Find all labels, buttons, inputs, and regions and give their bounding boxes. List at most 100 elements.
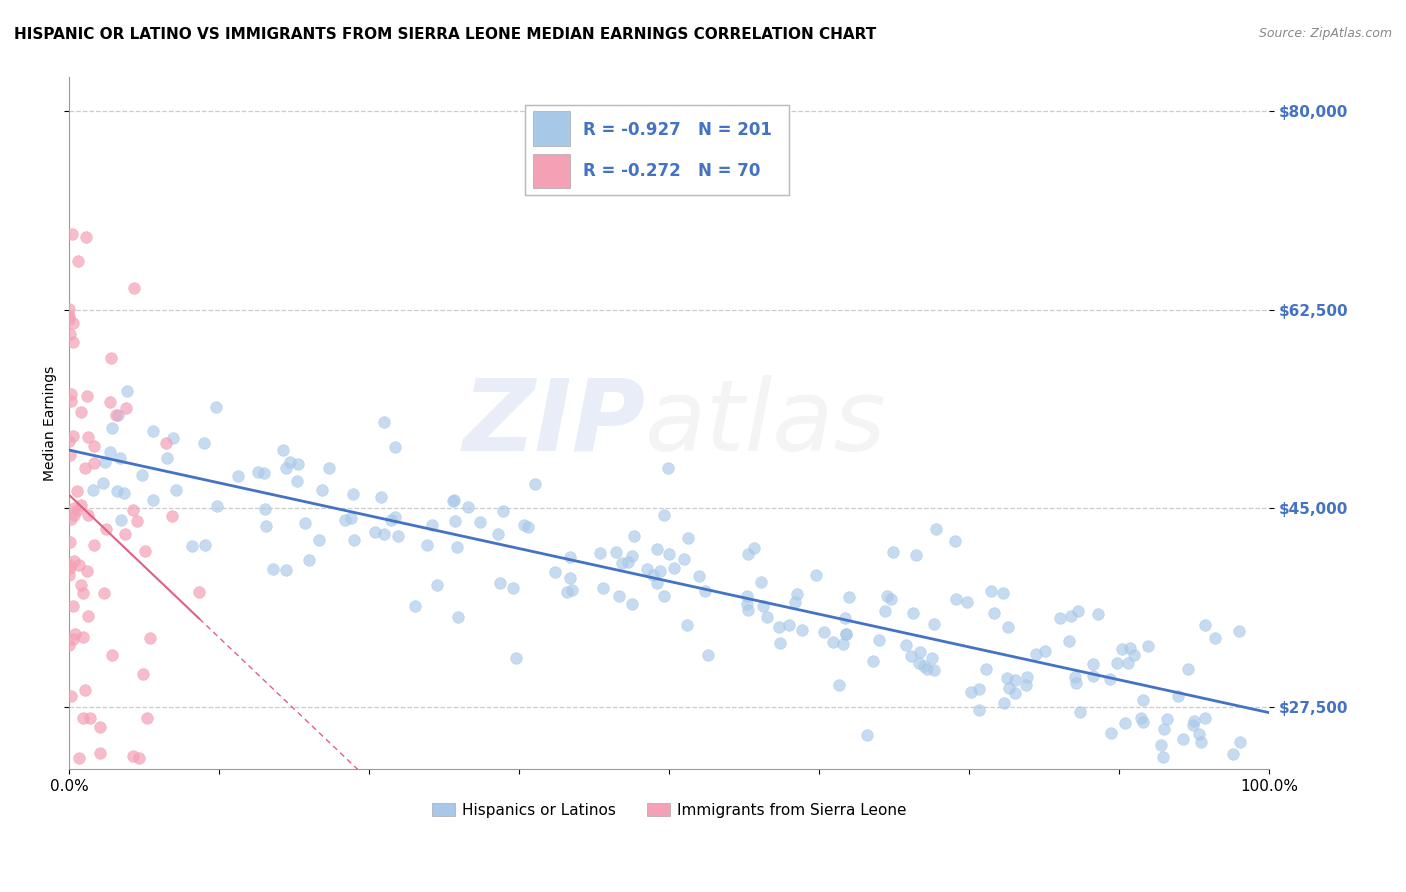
Point [444, 514, 467, 528]
Point [1229, 735, 1251, 749]
Point [66, 253, 89, 268]
Point [278, 454, 301, 468]
Point [956, 595, 979, 609]
Point [752, 599, 775, 613]
Point [181, 539, 204, 553]
Point [72, 586, 94, 600]
Point [373, 526, 395, 541]
Point [768, 620, 790, 634]
Point [900, 648, 922, 663]
Point [274, 461, 297, 475]
Point [62, 632, 84, 646]
Point [605, 545, 627, 559]
Point [76, 430, 98, 444]
Point [69, 404, 91, 418]
Point [1136, 640, 1159, 654]
Point [62, 335, 84, 350]
Point [676, 618, 699, 632]
Point [882, 545, 904, 559]
Point [1087, 607, 1109, 622]
Point [107, 409, 129, 423]
Point [967, 703, 990, 717]
Point [76, 564, 98, 578]
Point [66, 503, 89, 517]
Point [995, 671, 1018, 685]
Point [862, 654, 884, 668]
Point [1129, 711, 1152, 725]
Point [58, 535, 80, 549]
Point [749, 575, 772, 590]
Point [93, 586, 115, 600]
Point [652, 589, 675, 603]
Point [524, 476, 547, 491]
Point [555, 584, 578, 599]
Point [1004, 673, 1026, 688]
Point [1099, 726, 1122, 740]
Point [162, 509, 184, 524]
Point [1049, 611, 1071, 625]
Point [62, 317, 84, 331]
Point [894, 638, 917, 652]
Point [139, 631, 162, 645]
Text: ZIP: ZIP [463, 375, 645, 472]
Point [1194, 711, 1216, 725]
Point [124, 281, 146, 295]
Point [69, 578, 91, 592]
Point [658, 547, 681, 561]
Text: HISPANIC OR LATINO VS IMMIGRANTS FROM SIERRA LEONE MEDIAN EARNINGS CORRELATION C: HISPANIC OR LATINO VS IMMIGRANTS FROM SI… [14, 27, 876, 42]
Point [373, 415, 395, 429]
Point [621, 549, 644, 564]
Point [100, 648, 122, 663]
Point [94, 522, 117, 536]
Point [69, 558, 91, 572]
Point [1153, 722, 1175, 736]
Point [544, 566, 567, 580]
Point [1167, 689, 1189, 703]
Point [98, 395, 121, 409]
Point [676, 531, 699, 545]
Point [901, 606, 924, 620]
Point [105, 483, 128, 498]
Point [673, 551, 696, 566]
Point [943, 534, 966, 549]
Point [62, 500, 84, 515]
Point [960, 685, 983, 699]
Point [287, 457, 309, 471]
Point [983, 606, 1005, 620]
Point [735, 597, 758, 611]
Point [76, 389, 98, 403]
Point [880, 592, 903, 607]
Point [1105, 656, 1128, 670]
Point [735, 589, 758, 603]
Point [73, 683, 96, 698]
Point [560, 571, 582, 585]
Point [1171, 732, 1194, 747]
Point [142, 492, 165, 507]
Point [908, 645, 931, 659]
Point [162, 431, 184, 445]
Point [912, 658, 935, 673]
Point [1004, 686, 1026, 700]
Point [1182, 718, 1205, 732]
Point [83, 456, 105, 470]
Point [688, 569, 710, 583]
Point [641, 567, 664, 582]
Point [72, 630, 94, 644]
Point [742, 541, 765, 555]
Point [876, 589, 898, 603]
Point [1156, 712, 1178, 726]
Text: Source: ZipAtlas.com: Source: ZipAtlas.com [1258, 27, 1392, 40]
Point [778, 618, 800, 632]
Point [1015, 678, 1038, 692]
Point [1132, 715, 1154, 730]
Point [588, 546, 610, 560]
Point [1064, 670, 1087, 684]
Point [79, 711, 101, 725]
Point [59, 448, 82, 462]
Point [832, 637, 855, 651]
Point [384, 440, 406, 454]
Point [1060, 609, 1083, 624]
Point [115, 401, 138, 415]
Point [1111, 642, 1133, 657]
Point [77, 608, 100, 623]
